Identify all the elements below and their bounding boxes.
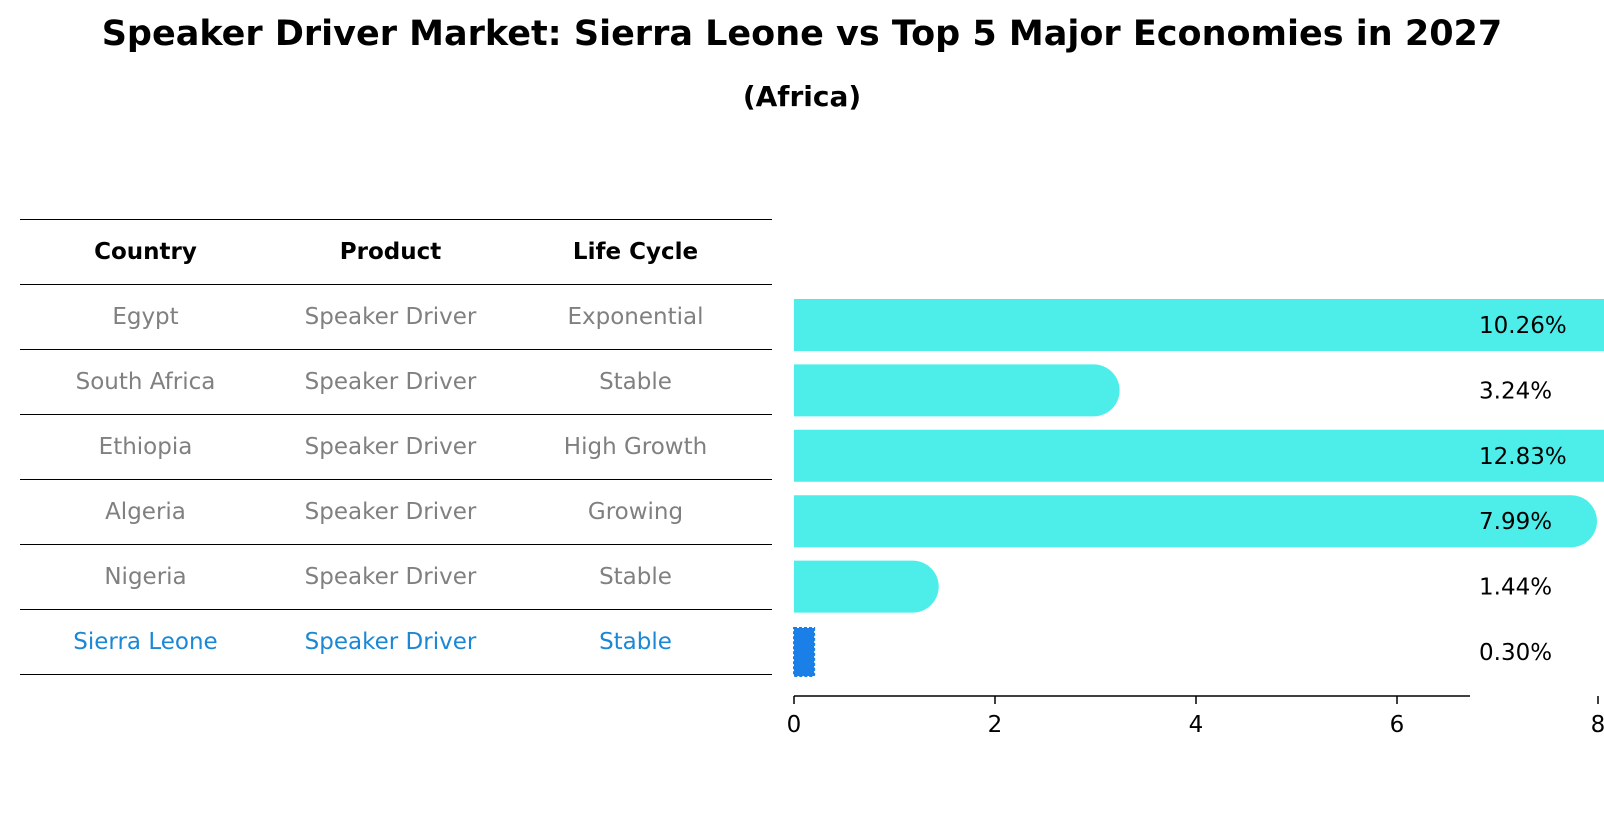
bar-value-label: 1.44%	[1479, 575, 1552, 601]
row-life-cycle: Exponential	[567, 304, 704, 330]
row-product-highlight: Speaker Driver	[304, 629, 477, 655]
table-rule	[20, 414, 772, 415]
bar-value-label: 7.99%	[1479, 509, 1552, 535]
bar-value-label: 3.24%	[1479, 378, 1552, 404]
chart-subtitle: (Africa)	[742, 80, 862, 113]
table-rule	[20, 544, 772, 545]
row-country-highlight: Sierra Leone	[73, 629, 218, 655]
row-life-cycle: Stable	[599, 369, 672, 395]
row-country: Egypt	[112, 304, 179, 330]
header-country: Country	[94, 239, 197, 265]
row-life-cycle: High Growth	[563, 434, 708, 460]
row-product: Speaker Driver	[304, 304, 477, 330]
x-tick-label: 2	[988, 712, 1003, 738]
header-life-cycle: Life Cycle	[572, 239, 699, 265]
bar-value-label: 0.30%	[1479, 640, 1552, 666]
table-rule	[20, 609, 772, 610]
row-product: Speaker Driver	[304, 564, 477, 590]
x-tick-label: 0	[787, 712, 802, 738]
x-tick-label: 6	[1390, 712, 1405, 738]
row-country: Algeria	[105, 499, 186, 525]
table-rule	[20, 479, 772, 480]
bar-value-label: 10.26%	[1479, 313, 1567, 339]
bar-value-label: 12.83%	[1479, 444, 1567, 470]
row-product: Speaker Driver	[304, 499, 477, 525]
x-tick-label: 4	[1189, 712, 1204, 738]
chart-title: Speaker Driver Market: Sierra Leone vs T…	[101, 14, 1503, 54]
row-country: Ethiopia	[98, 434, 193, 460]
bar	[794, 429, 1604, 482]
bar	[794, 560, 939, 613]
bar	[794, 495, 1597, 548]
x-tick-label: 8	[1591, 712, 1604, 738]
row-product: Speaker Driver	[304, 369, 477, 395]
row-country: South Africa	[75, 369, 216, 395]
row-country: Nigeria	[104, 564, 187, 590]
row-life-cycle-highlight: Stable	[599, 629, 672, 655]
row-product: Speaker Driver	[304, 434, 477, 460]
row-life-cycle: Growing	[587, 499, 684, 525]
table-rule	[20, 349, 772, 350]
row-life-cycle: Stable	[599, 564, 672, 590]
table-rule	[20, 219, 772, 220]
bar	[794, 364, 1120, 417]
bar	[794, 299, 1604, 351]
table-rule	[20, 284, 772, 285]
table-rule	[20, 674, 772, 675]
bar-highlight	[793, 627, 816, 677]
header-product: Product	[339, 239, 442, 265]
